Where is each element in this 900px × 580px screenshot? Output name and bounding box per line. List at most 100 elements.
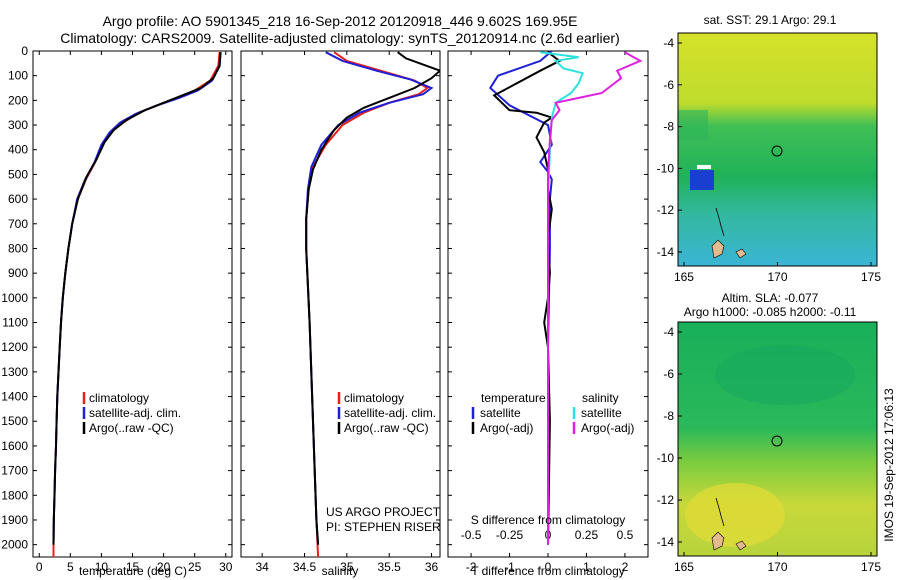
salinity-difference-xlabel: S difference from climatology <box>471 513 626 527</box>
series-line <box>52 52 222 545</box>
sst-field <box>678 33 877 266</box>
y-tick-label: 1500 <box>1 414 28 428</box>
map-y-tick-label: -8 <box>663 120 674 134</box>
x2-tick-label: 0.5 <box>617 528 634 542</box>
x-tick-label: 35 <box>340 560 354 574</box>
map-y-tick-label: -6 <box>663 78 674 92</box>
sla-map-axes: 165 170 175 -4 -6 -8 -10 -12 -14 <box>657 325 882 574</box>
map-y-tick-label: -4 <box>663 36 674 50</box>
salinity-lines <box>305 51 440 557</box>
series-line <box>492 51 562 545</box>
x-tick-label: -2 <box>466 560 477 574</box>
sla-map-subtitle: Argo h1000: -0.085 h2000: -0.11 <box>684 305 857 319</box>
y-tick-label: 1000 <box>1 291 28 305</box>
y-tick-label: 0 <box>21 44 28 58</box>
x-tick-label: 2 <box>622 560 629 574</box>
legend-label: Argo(..raw -QC) <box>344 421 429 435</box>
x-tick-label: 10 <box>95 560 109 574</box>
map-y-tick-label: -4 <box>663 325 674 339</box>
legend-label: climatology <box>89 391 149 405</box>
y-tick-label: 1900 <box>1 513 28 527</box>
x2-tick-label: 0.25 <box>575 528 599 542</box>
series-line <box>547 51 643 545</box>
map-y-tick-label: -6 <box>663 367 674 381</box>
map-y-tick-label: -14 <box>657 535 675 549</box>
legend-label: Argo(..raw -QC) <box>89 421 174 435</box>
legend-label: climatology <box>344 391 404 405</box>
legend-title-salinity: salinity <box>582 391 619 405</box>
y-tick-label: 400 <box>8 143 28 157</box>
y-tick-label: 1600 <box>1 439 28 453</box>
x-tick-label: 34 <box>255 560 269 574</box>
series-line <box>52 52 222 545</box>
map-y-tick-label: -8 <box>663 409 674 423</box>
x-tick-label: -1 <box>504 560 515 574</box>
temperature-x-axis: 0 5 10 15 20 25 30 <box>36 51 233 574</box>
sst-map-title: sat. SST: 29.1 Argo: 29.1 <box>704 13 837 27</box>
pi-annotation: PI: STEPHEN RISER <box>326 520 441 534</box>
land-shape <box>735 248 747 259</box>
x-tick-label: 15 <box>126 560 140 574</box>
x2-tick-label: -0.25 <box>496 528 524 542</box>
x-tick-label: 0 <box>545 560 552 574</box>
y-tick-label: 1200 <box>1 340 28 354</box>
map-x-tick-label: 165 <box>674 560 694 574</box>
map-x-tick-label: 170 <box>767 560 787 574</box>
legend-label: Argo(-adj) <box>480 421 533 435</box>
x-tick-label: 0 <box>36 560 43 574</box>
sst-gap <box>697 165 711 169</box>
y-tick-label: 100 <box>8 69 28 83</box>
y-tick-label: 1700 <box>1 464 28 478</box>
sla-high <box>685 483 785 547</box>
x-tick-label: 25 <box>188 560 202 574</box>
land-shape <box>735 540 747 551</box>
sst-map-axes: 165 170 175 -4 -6 -8 -10 -12 -14 <box>657 36 882 284</box>
float-position-marker <box>771 435 783 447</box>
x-tick-label: 35.5 <box>378 560 402 574</box>
land-shape <box>711 531 725 551</box>
series-line <box>540 51 584 545</box>
legend-label: satellite <box>480 406 521 420</box>
depth-axis: 0 100 200 300 400 500 600 700 800 900 1000 1100 1200… <box>1 44 648 552</box>
y-tick-label: 2000 <box>1 538 28 552</box>
sla-map <box>677 321 878 557</box>
series-line <box>305 51 434 545</box>
temperature-legend: climatology satellite-adj. clim. Argo(..… <box>82 391 181 435</box>
temperature-lines <box>52 52 222 557</box>
x-tick-label: 20 <box>157 560 171 574</box>
difference-lines <box>489 51 643 545</box>
map-x-tick-label: 175 <box>861 560 881 574</box>
y-tick-label: 700 <box>8 217 28 231</box>
y-tick-label: 600 <box>8 192 28 206</box>
y-tick-label: 1100 <box>2 316 28 330</box>
y-tick-label: 800 <box>8 241 28 255</box>
map-y-tick-label: -14 <box>657 245 675 259</box>
series-line <box>52 52 221 557</box>
y-tick-label: 1300 <box>1 365 28 379</box>
salinity-panel <box>240 50 441 558</box>
y-tick-label: 300 <box>8 118 28 132</box>
salinity-legend: climatology satellite-adj. clim. Argo(..… <box>337 391 436 435</box>
map-y-tick-label: -12 <box>657 493 675 507</box>
y-tick-label: 1400 <box>1 390 28 404</box>
project-annotation: US ARGO PROJECT <box>326 505 441 519</box>
y-tick-label: 1800 <box>1 488 28 502</box>
map-x-tick-label: 175 <box>861 270 881 284</box>
series-line <box>305 51 440 545</box>
legend-label: Argo(-adj) <box>581 421 634 435</box>
map-y-tick-label: -10 <box>657 161 675 175</box>
y-tick-label: 200 <box>8 93 28 107</box>
salinity-xlabel: salinity <box>322 564 359 578</box>
series-line <box>305 51 430 557</box>
coastline <box>715 207 725 237</box>
chart-subtitle: Climatology: CARS2009. Satellite-adjuste… <box>60 30 620 46</box>
legend-title-temperature: temperature <box>481 391 546 405</box>
sst-map <box>677 32 878 267</box>
x-tick-label: 34.5 <box>293 560 317 574</box>
legend-label: satellite-adj. clim. <box>344 406 436 420</box>
x-tick-label: 5 <box>67 560 74 574</box>
land-shape <box>711 239 725 259</box>
map-y-tick-label: -12 <box>657 203 675 217</box>
sst-patch <box>678 110 708 140</box>
